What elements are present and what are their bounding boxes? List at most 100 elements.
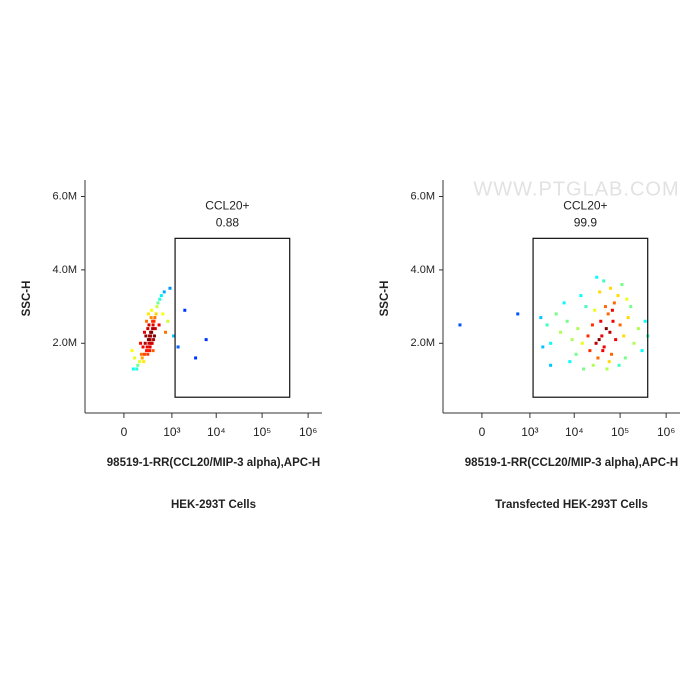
- event-dot: [554, 312, 558, 316]
- event-dot: [151, 319, 155, 323]
- event-dot: [636, 327, 640, 331]
- event-dot: [146, 312, 150, 316]
- event-dot: [139, 352, 143, 356]
- event-dot: [616, 294, 620, 298]
- event-dot: [143, 352, 147, 356]
- event-dot: [147, 323, 151, 327]
- event-dot: [144, 334, 148, 338]
- event-dot: [516, 312, 520, 316]
- event-dot: [183, 308, 187, 312]
- event-dot: [161, 312, 165, 316]
- event-dot: [131, 367, 135, 371]
- event-dot: [151, 327, 155, 331]
- event-dot: [146, 327, 150, 331]
- gate-percent: 99.9: [574, 216, 598, 230]
- event-dot: [152, 338, 156, 342]
- event-dot: [590, 323, 594, 327]
- event-dot: [594, 341, 598, 345]
- event-dot: [136, 363, 140, 367]
- event-dot: [166, 319, 170, 323]
- event-dot: [595, 275, 599, 279]
- x-tick-label: 10⁴: [207, 425, 226, 439]
- y-tick-label: 4.0M: [53, 264, 77, 276]
- event-dot: [607, 360, 611, 364]
- event-dot: [194, 356, 198, 360]
- watermark: WWW.PTGLAB.COM: [473, 178, 679, 200]
- event-dot: [130, 349, 134, 353]
- event-dot: [586, 334, 590, 338]
- event-dot: [568, 360, 572, 364]
- event-dot: [598, 290, 602, 294]
- event-dot: [153, 327, 157, 331]
- x-tick-label: 0: [479, 425, 486, 439]
- event-dot: [146, 352, 150, 356]
- x-axis-label: 98519-1-RR(CCL20/MIP-3 alpha),APC-H: [107, 457, 320, 469]
- event-dot: [580, 341, 584, 345]
- event-dot: [605, 367, 609, 371]
- event-dot: [146, 338, 150, 342]
- event-dot: [151, 349, 155, 353]
- event-dot: [458, 323, 462, 327]
- event-dot: [576, 327, 580, 331]
- event-dot: [148, 349, 152, 353]
- x-tick-label: 0: [121, 425, 128, 439]
- event-dot: [588, 349, 592, 353]
- event-dot: [135, 367, 139, 371]
- event-dot: [596, 356, 600, 360]
- event-dot: [172, 334, 176, 338]
- event-dot: [156, 301, 160, 305]
- event-dot: [176, 345, 180, 349]
- event-dot: [147, 341, 151, 345]
- event-dot: [611, 319, 615, 323]
- event-dot: [643, 319, 647, 323]
- event-dot: [157, 323, 161, 327]
- event-dot: [541, 345, 545, 349]
- event-dot: [145, 349, 149, 353]
- event-dot: [549, 341, 553, 345]
- event-dot: [133, 356, 137, 360]
- event-dot: [609, 352, 613, 356]
- gate: [532, 237, 649, 398]
- event-dot: [599, 319, 603, 323]
- event-dot: [622, 334, 626, 338]
- event-dot: [593, 308, 597, 312]
- event-dot: [602, 279, 606, 283]
- event-dot: [148, 338, 152, 342]
- event-dot: [618, 323, 622, 327]
- event-dot: [151, 323, 155, 327]
- y-axis-label: SSC-H: [21, 281, 33, 317]
- chart-title: HEK-293T Cells: [171, 499, 256, 511]
- event-dot: [601, 349, 605, 353]
- chart-title: Transfected HEK-293T Cells: [495, 499, 648, 511]
- event-dot: [597, 338, 601, 342]
- event-dot: [623, 356, 627, 360]
- event-dot: [141, 345, 145, 349]
- event-dot: [610, 308, 614, 312]
- event-dot: [617, 363, 621, 367]
- x-tick-label: 10⁶: [657, 425, 675, 439]
- x-tick-label: 10⁵: [611, 425, 629, 439]
- event-dot: [138, 360, 142, 364]
- event-dot: [632, 341, 636, 345]
- event-dot: [584, 305, 588, 309]
- gate-label: CCL20+: [563, 199, 607, 213]
- x-tick-label: 10⁶: [299, 425, 317, 439]
- event-dot: [150, 308, 154, 312]
- y-tick-label: 6.0M: [53, 190, 77, 202]
- event-dot: [204, 338, 208, 342]
- event-dot: [545, 323, 549, 327]
- x-tick-label: 10³: [163, 425, 180, 439]
- gate: [174, 237, 291, 398]
- event-dot: [148, 345, 152, 349]
- event-dot: [591, 363, 595, 367]
- event-dot: [604, 327, 608, 331]
- event-dot: [154, 312, 158, 316]
- y-tick-label: 4.0M: [411, 264, 435, 276]
- y-tick-label: 2.0M: [53, 337, 77, 349]
- event-dot: [603, 305, 607, 309]
- event-dot: [143, 341, 147, 345]
- event-dot: [143, 330, 147, 334]
- event-dot: [164, 330, 168, 334]
- event-dot: [148, 334, 152, 338]
